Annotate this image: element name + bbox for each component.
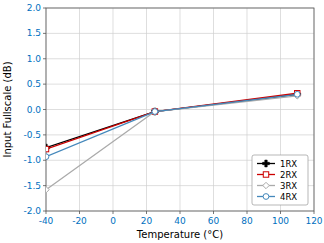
series [46,91,300,159]
chart: -40 -20 0 20 40 60 80 100 120 -2.0 -1.5 -1.0 -0.5 0.0… [0,0,324,243]
legend-label: 1RX [280,159,297,169]
tick-label-x: 60 [208,216,220,226]
tick-y [43,84,46,85]
tick-label-y: 1.0 [27,54,42,64]
marker [152,108,158,114]
marker [294,91,301,98]
tick-x [280,211,281,214]
marker [46,146,49,151]
marker [152,109,157,114]
tick-x [113,211,114,214]
tick-label-y: -2.0 [23,206,41,216]
grid-line-y [46,33,314,34]
tick-label-x: -20 [72,216,87,226]
tick-x [247,211,248,214]
legend-marker [263,160,270,167]
series-line [46,94,297,147]
legend-marker [263,194,269,200]
grid-line-y [46,58,314,59]
background [0,0,324,243]
plot-frame [46,8,314,211]
tick-label-y: -1.5 [23,181,41,191]
tick-y [43,211,46,212]
legend-marker [263,172,268,177]
tick-x [79,211,80,214]
tick-y [43,185,46,186]
tick-label-y: 2.0 [27,3,42,13]
marker [46,154,49,160]
tick-y [43,109,46,110]
tick-y [43,58,46,59]
tick-label-x: 40 [174,216,186,226]
marker [46,144,49,151]
y-axis-label: Input Fullscale (dB) [2,61,13,157]
legend: 1RX2RX3RX4RX [252,155,308,205]
legend-label: 4RX [280,192,297,202]
tick-x [314,211,315,214]
tick-label-x: 20 [141,216,153,226]
x-axis-label: Temperature (°C) [136,229,223,240]
tick-label-y: -1.0 [23,155,41,165]
marker [46,186,49,192]
tick-y [43,33,46,34]
tick-label-y: 1.5 [27,28,41,38]
legend-label: 3RX [280,181,297,191]
tick-label-y: 0.5 [27,79,41,89]
tick-x [180,211,181,214]
tick-y [43,160,46,161]
marker [152,109,158,115]
tick-label-x: 0 [110,216,116,226]
tick-label-x: 100 [272,216,289,226]
legend-marker [263,182,269,188]
grid-line-y [46,185,314,186]
legend-box [252,155,308,205]
grid-line-y [46,84,314,85]
tick-label-x: 80 [241,216,253,226]
tick-y [43,134,46,135]
tick-x [213,211,214,214]
grid [46,8,314,211]
ticks: -40 -20 0 20 40 60 80 100 120 -2.0 -1.5 -1.0 -0.5 0.0… [23,3,322,226]
tick-label-x: -40 [39,216,54,226]
tick-x [46,211,47,214]
tick-label-x: 120 [305,216,322,226]
marker [294,91,300,97]
marker [151,108,158,115]
tick-label-y: 0.0 [27,105,42,115]
tick-label-y: -0.5 [23,130,41,140]
tick-x [146,211,147,214]
tick-y [43,8,46,9]
legend-label: 2RX [280,170,297,180]
series-line [46,94,297,156]
